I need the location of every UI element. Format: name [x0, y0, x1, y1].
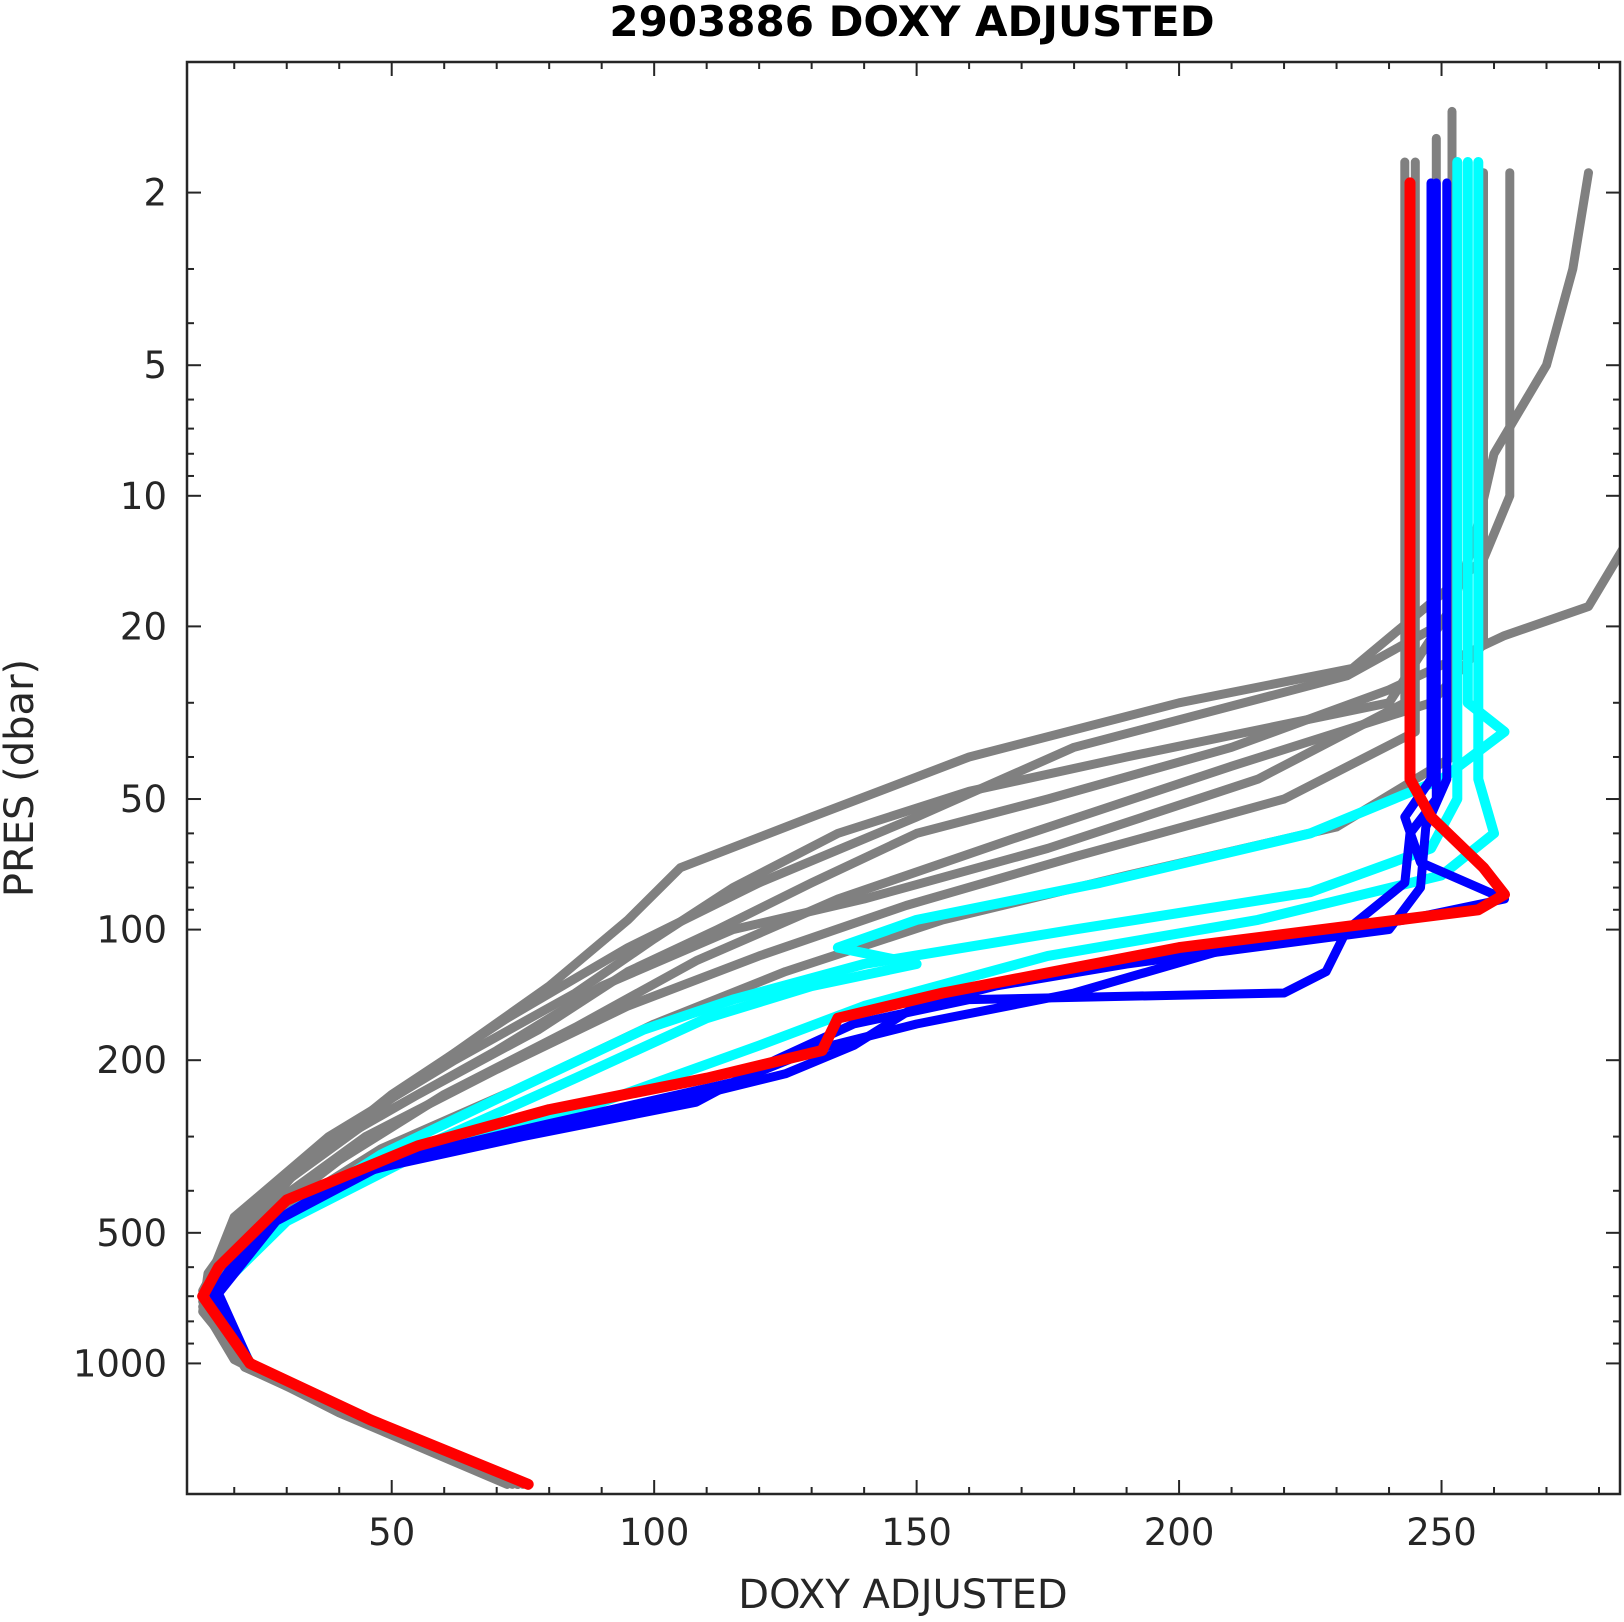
x-tick-label: 200 — [1144, 1511, 1215, 1554]
x-tick-label: 100 — [619, 1511, 690, 1554]
x-axis-label: DOXY ADJUSTED — [738, 1572, 1067, 1618]
profile-line-previous-14 — [208, 178, 1441, 1489]
profile-line-history-7 — [203, 157, 1420, 1489]
y-tick-label: 10 — [120, 475, 167, 518]
x-tick-label: 250 — [1406, 1511, 1477, 1554]
x-axis: 50 100 150 200 250 — [233, 62, 1601, 1554]
y-tick-label: 500 — [96, 1212, 167, 1255]
y-tick-label: 5 — [143, 344, 167, 387]
y-tick-label: 1000 — [73, 1342, 167, 1385]
y-tick-label: 50 — [120, 778, 167, 821]
plot-frame — [185, 60, 1622, 1496]
chart-title: 2903886 DOXY ADJUSTED — [609, 0, 1214, 46]
profile-line-latest-15 — [197, 177, 1510, 1490]
profile-line-history-8 — [203, 106, 1457, 1489]
y-axis-label: PRES (dbar) — [0, 659, 43, 897]
y-tick-label: 100 — [96, 909, 167, 952]
x-tick-label: 50 — [368, 1511, 415, 1554]
y-tick-label: 20 — [120, 605, 167, 648]
x-tick-label: 150 — [881, 1511, 952, 1554]
profile-line-recent-10 — [208, 157, 1499, 1490]
series-layer — [197, 106, 1620, 1490]
profile-line-recent-11 — [208, 157, 1463, 1490]
y-axis: 2 5 10 20 50 100 200 500 1000 — [73, 172, 1620, 1495]
y-tick-label: 2 — [143, 172, 167, 215]
y-tick-label: 200 — [96, 1039, 167, 1082]
